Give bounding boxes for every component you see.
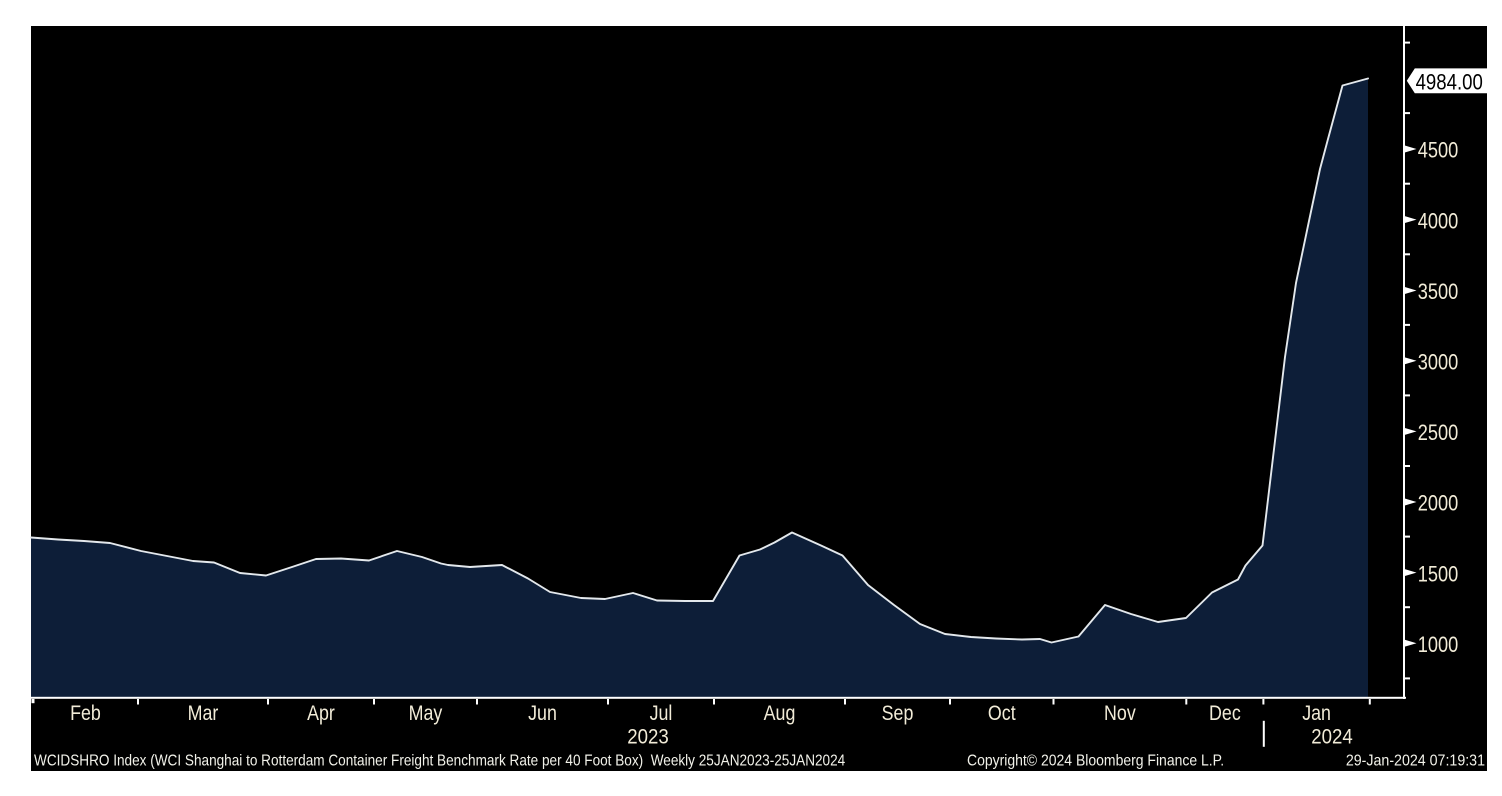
svg-text:2024: 2024 bbox=[1311, 725, 1352, 749]
svg-text:3000: 3000 bbox=[1418, 351, 1459, 375]
svg-text:WCIDSHRO Index (WCI Shanghai t: WCIDSHRO Index (WCI Shanghai to Rotterda… bbox=[34, 753, 845, 770]
svg-text:3500: 3500 bbox=[1418, 281, 1459, 305]
svg-text:Dec: Dec bbox=[1209, 701, 1241, 725]
svg-text:29-Jan-2024 07:19:31: 29-Jan-2024 07:19:31 bbox=[1346, 752, 1485, 770]
svg-text:Jun: Jun bbox=[528, 701, 557, 725]
svg-text:Oct: Oct bbox=[988, 701, 1016, 725]
svg-text:4500: 4500 bbox=[1418, 139, 1459, 163]
svg-text:Jul: Jul bbox=[650, 701, 673, 725]
svg-text:1500: 1500 bbox=[1418, 563, 1459, 587]
svg-text:Feb: Feb bbox=[70, 701, 101, 725]
svg-text:Mar: Mar bbox=[188, 701, 219, 725]
svg-text:Sep: Sep bbox=[882, 701, 914, 725]
svg-text:Aug: Aug bbox=[764, 701, 796, 725]
svg-text:Copyright© 2024 Bloomberg Fina: Copyright© 2024 Bloomberg Finance L.P. bbox=[967, 752, 1224, 770]
svg-text:2500: 2500 bbox=[1418, 421, 1459, 445]
svg-text:Nov: Nov bbox=[1104, 701, 1136, 725]
svg-text:1000: 1000 bbox=[1418, 633, 1459, 657]
svg-text:4000: 4000 bbox=[1418, 210, 1459, 234]
svg-text:Apr: Apr bbox=[307, 701, 335, 725]
svg-text:Jan: Jan bbox=[1302, 701, 1331, 725]
svg-text:2023: 2023 bbox=[627, 725, 668, 749]
svg-text:May: May bbox=[409, 701, 443, 725]
svg-text:4984.00: 4984.00 bbox=[1416, 70, 1483, 95]
svg-text:2000: 2000 bbox=[1418, 492, 1459, 516]
